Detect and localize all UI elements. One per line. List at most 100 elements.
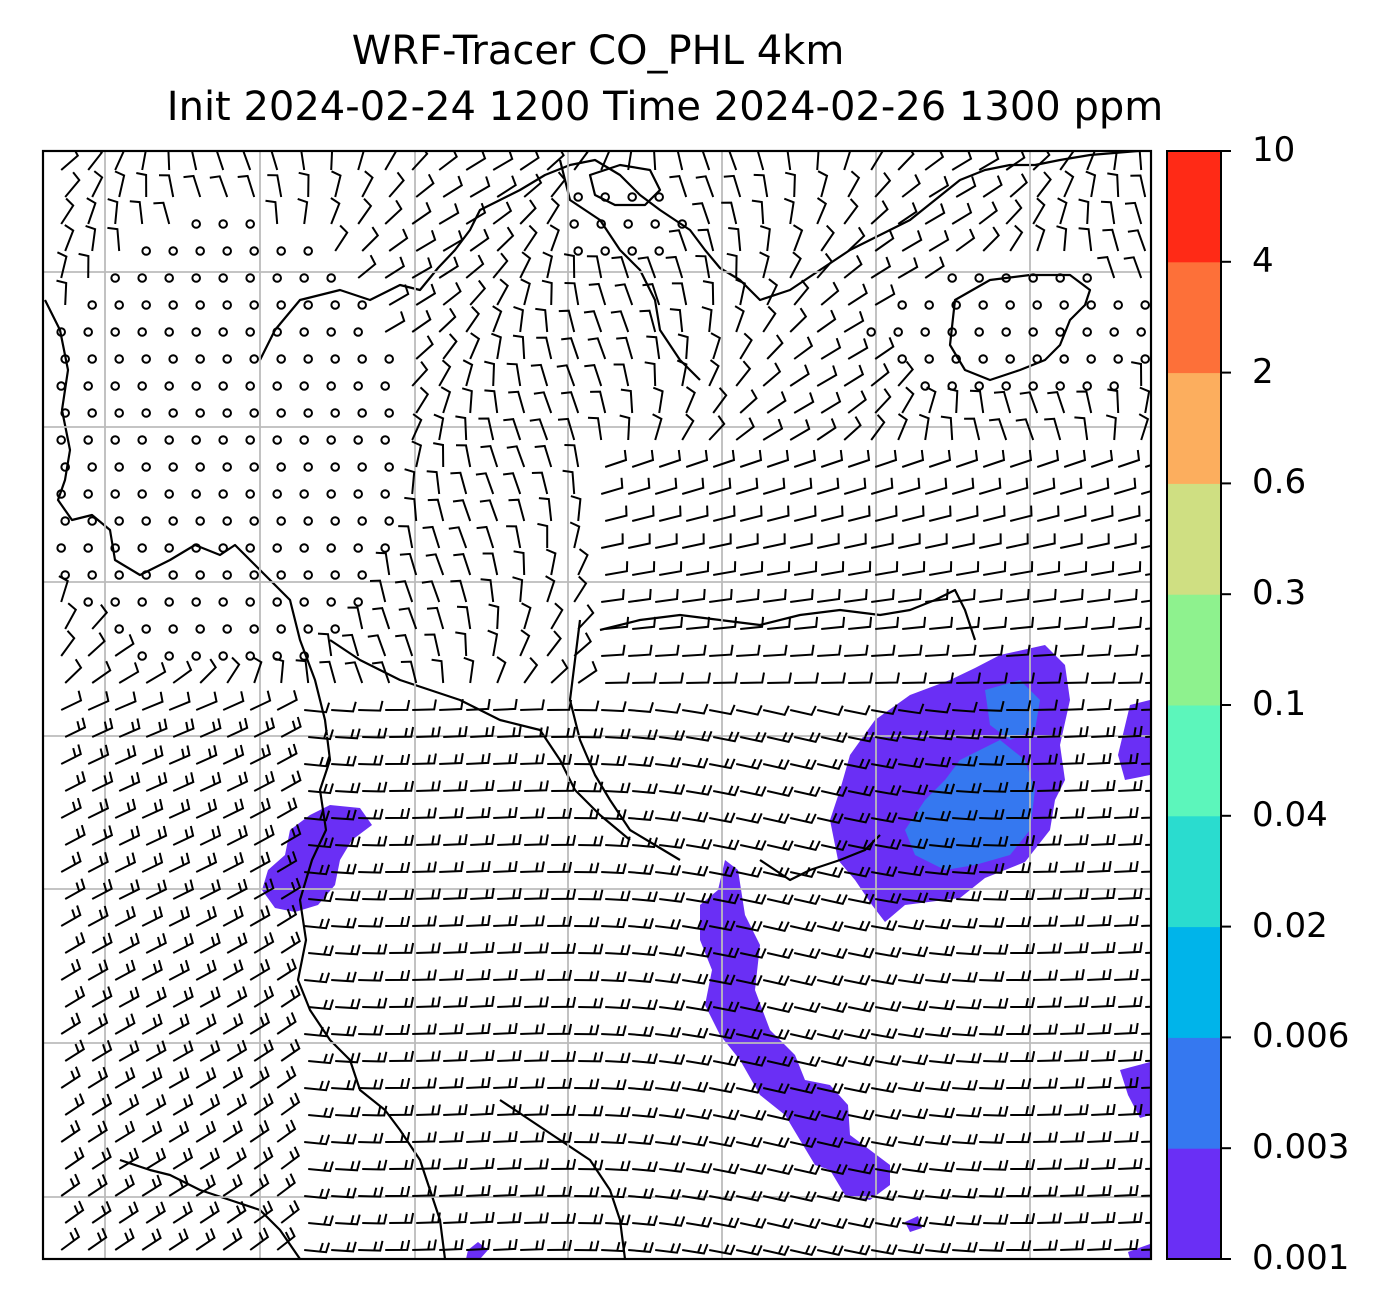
wind-barb bbox=[362, 997, 388, 1009]
wind-barb bbox=[843, 416, 862, 441]
wind-barb bbox=[639, 309, 657, 333]
wind-barb bbox=[1063, 170, 1075, 198]
wind-barb bbox=[199, 825, 222, 846]
calm-wind-marker bbox=[353, 489, 363, 499]
wind-barb bbox=[226, 1201, 247, 1224]
wind-barb bbox=[578, 1159, 604, 1171]
calm-wind-marker bbox=[353, 597, 363, 607]
wind-barb bbox=[1087, 644, 1112, 657]
calm-wind-marker bbox=[276, 624, 286, 634]
wind-barb bbox=[874, 388, 892, 414]
wind-barb bbox=[816, 365, 838, 387]
wind-barb bbox=[578, 727, 604, 739]
wind-barb bbox=[901, 174, 921, 198]
wind-barb bbox=[871, 920, 898, 932]
wind-barb bbox=[847, 170, 861, 198]
wind-barb bbox=[956, 782, 982, 794]
wind-barb bbox=[538, 497, 553, 522]
wind-barb bbox=[600, 151, 611, 171]
wind-barb bbox=[1087, 968, 1112, 981]
wind-barb bbox=[1060, 699, 1085, 711]
wind-barb bbox=[438, 359, 452, 387]
wind-barb bbox=[816, 151, 820, 171]
wind-barb bbox=[172, 933, 194, 954]
calm-wind-marker bbox=[272, 327, 282, 337]
wind-barb bbox=[466, 1184, 491, 1197]
wind-barb bbox=[1060, 588, 1084, 603]
calm-wind-marker bbox=[654, 246, 664, 256]
wind-barb bbox=[491, 332, 502, 360]
wind-barb bbox=[480, 445, 499, 468]
calm-wind-marker bbox=[83, 543, 93, 553]
wind-barb bbox=[502, 472, 522, 495]
calm-wind-marker bbox=[218, 381, 228, 391]
wind-barb bbox=[547, 861, 573, 873]
wind-barb bbox=[956, 1160, 982, 1172]
wind-barb bbox=[536, 336, 553, 360]
wind-barb bbox=[601, 1187, 627, 1199]
wind-barb bbox=[1005, 199, 1023, 225]
wind-barb bbox=[91, 771, 114, 792]
wind-barb bbox=[925, 702, 952, 714]
wind-barb bbox=[295, 659, 310, 684]
wind-barb bbox=[848, 561, 872, 576]
wind-barb bbox=[1010, 943, 1036, 954]
calm-wind-marker bbox=[141, 408, 151, 418]
calm-wind-marker bbox=[384, 516, 394, 526]
wind-barb bbox=[847, 1163, 875, 1175]
wind-barb bbox=[118, 825, 141, 846]
wind-barb bbox=[1118, 1157, 1143, 1170]
wind-barb bbox=[940, 415, 954, 441]
wind-barb bbox=[898, 588, 922, 603]
wind-barb bbox=[820, 281, 840, 306]
wind-barb bbox=[520, 1239, 545, 1251]
wind-barb bbox=[443, 995, 468, 1008]
calm-wind-marker bbox=[276, 354, 286, 364]
wind-barb bbox=[702, 280, 715, 306]
wind-barb bbox=[601, 917, 627, 929]
wind-barb bbox=[114, 151, 125, 171]
wind-barb bbox=[956, 616, 981, 630]
wind-barb bbox=[632, 837, 658, 849]
wind-barb bbox=[145, 1094, 167, 1116]
wind-barb bbox=[1086, 477, 1110, 495]
wind-barb bbox=[871, 1136, 898, 1148]
wind-barb bbox=[574, 1240, 600, 1252]
wind-barb bbox=[601, 1079, 627, 1091]
wind-barb bbox=[739, 1163, 767, 1175]
wind-barb bbox=[926, 386, 937, 414]
calm-wind-marker bbox=[218, 327, 228, 337]
wind-barb bbox=[195, 906, 217, 927]
wind-barb bbox=[929, 672, 954, 684]
wind-barb bbox=[1087, 698, 1112, 711]
wind-barb bbox=[304, 702, 331, 714]
wind-barb bbox=[902, 672, 927, 684]
wind-barb bbox=[794, 616, 819, 630]
wind-barb bbox=[794, 672, 819, 684]
wind-barb bbox=[199, 879, 221, 900]
wind-barb bbox=[298, 171, 310, 198]
wind-barb bbox=[1033, 753, 1058, 765]
wind-barb bbox=[412, 753, 437, 765]
calm-wind-marker bbox=[1109, 327, 1119, 337]
wind-barb bbox=[249, 958, 271, 981]
wind-barb bbox=[1114, 968, 1139, 981]
wind-barb bbox=[712, 505, 736, 522]
wind-barb bbox=[897, 477, 921, 495]
wind-barb bbox=[955, 449, 979, 468]
wind-barb bbox=[1091, 1049, 1116, 1062]
calm-wind-marker bbox=[222, 570, 232, 580]
calm-wind-marker bbox=[353, 543, 363, 553]
calm-wind-marker bbox=[1113, 300, 1123, 310]
calm-wind-marker bbox=[218, 543, 228, 553]
wind-barb bbox=[145, 986, 167, 1008]
wind-barb bbox=[611, 256, 630, 279]
wind-barb bbox=[843, 1244, 871, 1256]
wind-barb bbox=[537, 522, 549, 548]
wind-barb bbox=[739, 389, 758, 414]
wind-barb bbox=[766, 278, 779, 306]
wind-barb bbox=[686, 1162, 713, 1174]
plume-east-inner bbox=[905, 740, 1035, 870]
wind-barb bbox=[628, 644, 653, 657]
wind-barb bbox=[1033, 1239, 1058, 1251]
